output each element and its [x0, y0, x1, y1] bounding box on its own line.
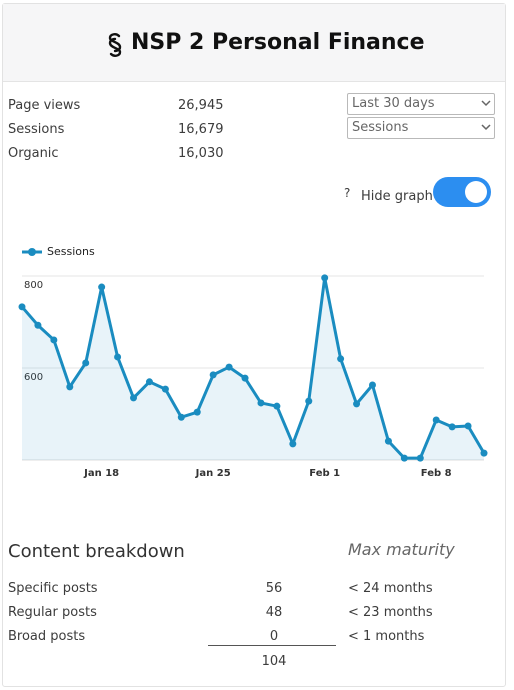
point — [480, 449, 488, 457]
title: NSP 2 Personal Finance — [131, 30, 425, 55]
point — [145, 378, 153, 386]
range-value: Last 30 days — [352, 96, 435, 111]
toggle-label: Hide graph — [361, 189, 433, 204]
point — [114, 353, 122, 361]
row-label: Broad posts — [8, 629, 86, 644]
header: NSP 2 Personal Finance — [3, 4, 505, 82]
chevron — [481, 100, 491, 107]
section-title: Content breakdown — [8, 541, 185, 562]
area — [22, 277, 484, 460]
point — [161, 385, 169, 393]
point — [209, 371, 217, 379]
row-count: 48 — [265, 605, 283, 620]
row-maturity: < 1 months — [348, 629, 425, 644]
point — [82, 359, 90, 367]
row-label: Regular posts — [8, 605, 97, 620]
stat-value: 16,679 — [178, 122, 224, 137]
help[interactable]: ? — [344, 186, 351, 200]
y-tick-label: 600 — [24, 372, 43, 383]
total: 104 — [261, 654, 287, 669]
chevron — [481, 124, 491, 131]
point — [193, 408, 201, 416]
point — [289, 440, 297, 448]
chart: 600 800 Jan 18 Jan 25 Feb 1 Feb 8 Sessions — [18, 245, 488, 479]
x-tick-label: Feb 1 — [309, 468, 340, 479]
range-select[interactable]: Last 30 days — [347, 93, 495, 115]
row-count: 0 — [269, 629, 279, 644]
x-tick-label: Jan 25 — [195, 468, 231, 479]
point — [448, 423, 456, 431]
point — [257, 399, 265, 407]
legend-dot — [28, 248, 36, 256]
row-count: 56 — [265, 581, 283, 596]
point — [34, 321, 42, 329]
point — [384, 437, 392, 445]
point — [98, 283, 106, 291]
point — [305, 397, 313, 405]
y-tick-label: 800 — [24, 280, 43, 291]
point — [400, 454, 408, 462]
stat-label: Page views — [8, 98, 81, 113]
total-rule — [208, 645, 336, 646]
point — [368, 381, 376, 389]
stat-label: Organic — [8, 146, 59, 161]
row-label: Specific posts — [8, 581, 98, 596]
logo — [108, 33, 122, 57]
point — [18, 303, 26, 311]
row-maturity: < 23 months — [348, 605, 433, 620]
legend-label: Sessions — [47, 245, 95, 258]
point — [50, 336, 58, 344]
stat-value: 16,030 — [178, 146, 224, 161]
point — [130, 394, 138, 402]
toggle[interactable] — [433, 177, 491, 207]
stat-value: 26,945 — [178, 98, 224, 113]
metric-select[interactable]: Sessions — [347, 117, 495, 139]
point — [321, 274, 329, 282]
point — [353, 400, 361, 408]
x-tick-label: Jan 18 — [83, 468, 119, 479]
point — [432, 416, 440, 424]
point — [464, 422, 472, 430]
point — [241, 374, 249, 382]
metric-value: Sessions — [352, 120, 409, 135]
maturity-title: Max maturity — [348, 540, 455, 559]
toggle-knob — [465, 181, 487, 203]
point — [337, 355, 345, 363]
row-maturity: < 24 months — [348, 581, 433, 596]
point — [225, 363, 233, 371]
point — [273, 402, 281, 410]
point — [416, 454, 424, 462]
point — [66, 383, 74, 391]
x-tick-label: Feb 8 — [421, 468, 452, 479]
point — [177, 413, 185, 421]
stat-label: Sessions — [8, 122, 65, 137]
